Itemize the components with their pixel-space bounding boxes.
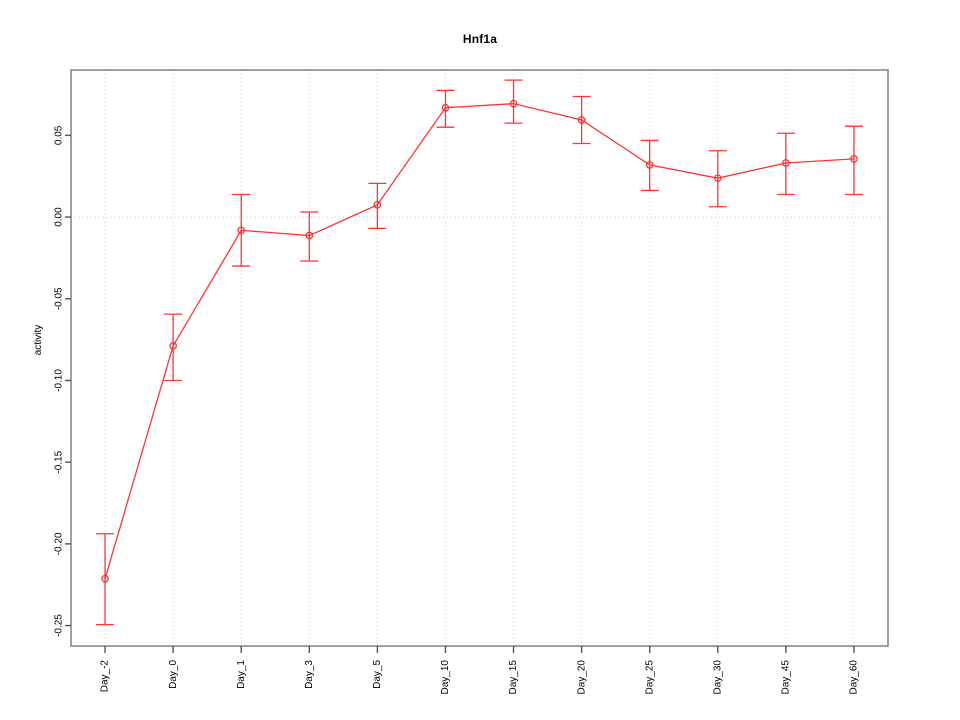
data-point-group [572,95,591,145]
x-axis-tick-label: Day_15 [508,660,519,695]
data-point-marker [169,341,177,350]
x-axis-tick-label: Day_5 [372,660,383,689]
data-point-marker [850,155,858,163]
data-point-group [436,89,455,128]
data-point-group [640,139,659,192]
series-line [104,103,854,579]
y-axis-tick-label: -0.15 [54,450,65,473]
page-title: Hnf1a [462,32,498,46]
y-axis-tick-label: 0.00 [54,207,65,227]
x-axis-tick-label: Day_0 [168,660,179,689]
y-axis-tick-label: -0.05 [54,287,65,310]
x-axis-tick-label: Day_60 [849,660,860,695]
y-axis-tick-label: -0.10 [54,369,65,392]
y-axis-tick-label: 0.05 [54,125,65,145]
data-point-marker [441,103,450,112]
data-point-marker [713,174,722,183]
data-point-marker [101,574,109,583]
x-axis-tick-label: Day_10 [440,660,451,695]
x-axis-tick-label: Day_1 [236,660,247,689]
y-axis-tick-label: -0.25 [54,614,65,637]
data-point-marker [237,226,246,235]
y-axis-label: activity [33,324,44,356]
data-point-group [164,313,183,382]
data-point-group [844,125,863,196]
y-axis-tick-label: -0.20 [54,532,65,555]
data-point-marker [305,231,314,240]
data-point-group [708,150,727,208]
data-point-marker [577,116,586,124]
x-axis-tick-label: Day_20 [576,660,587,695]
data-point-group [232,193,251,267]
data-point-marker [782,159,790,167]
data-point-marker [645,161,654,169]
data-point-group [96,533,115,626]
x-axis-tick-label: Day_45 [781,660,792,695]
x-axis-tick-label: Day_-2 [100,660,111,693]
data-point-marker [373,200,382,209]
data-point-marker [509,99,518,108]
x-axis-tick-label: Day_30 [712,660,723,695]
data-point-group [300,211,319,262]
data-point-group [504,79,523,124]
data-point-group [776,132,795,196]
data-point-group [368,182,387,229]
x-axis-tick-label: Day_25 [644,660,655,695]
x-axis-tick-label: Day_3 [304,660,315,689]
plot-frame [70,69,889,647]
